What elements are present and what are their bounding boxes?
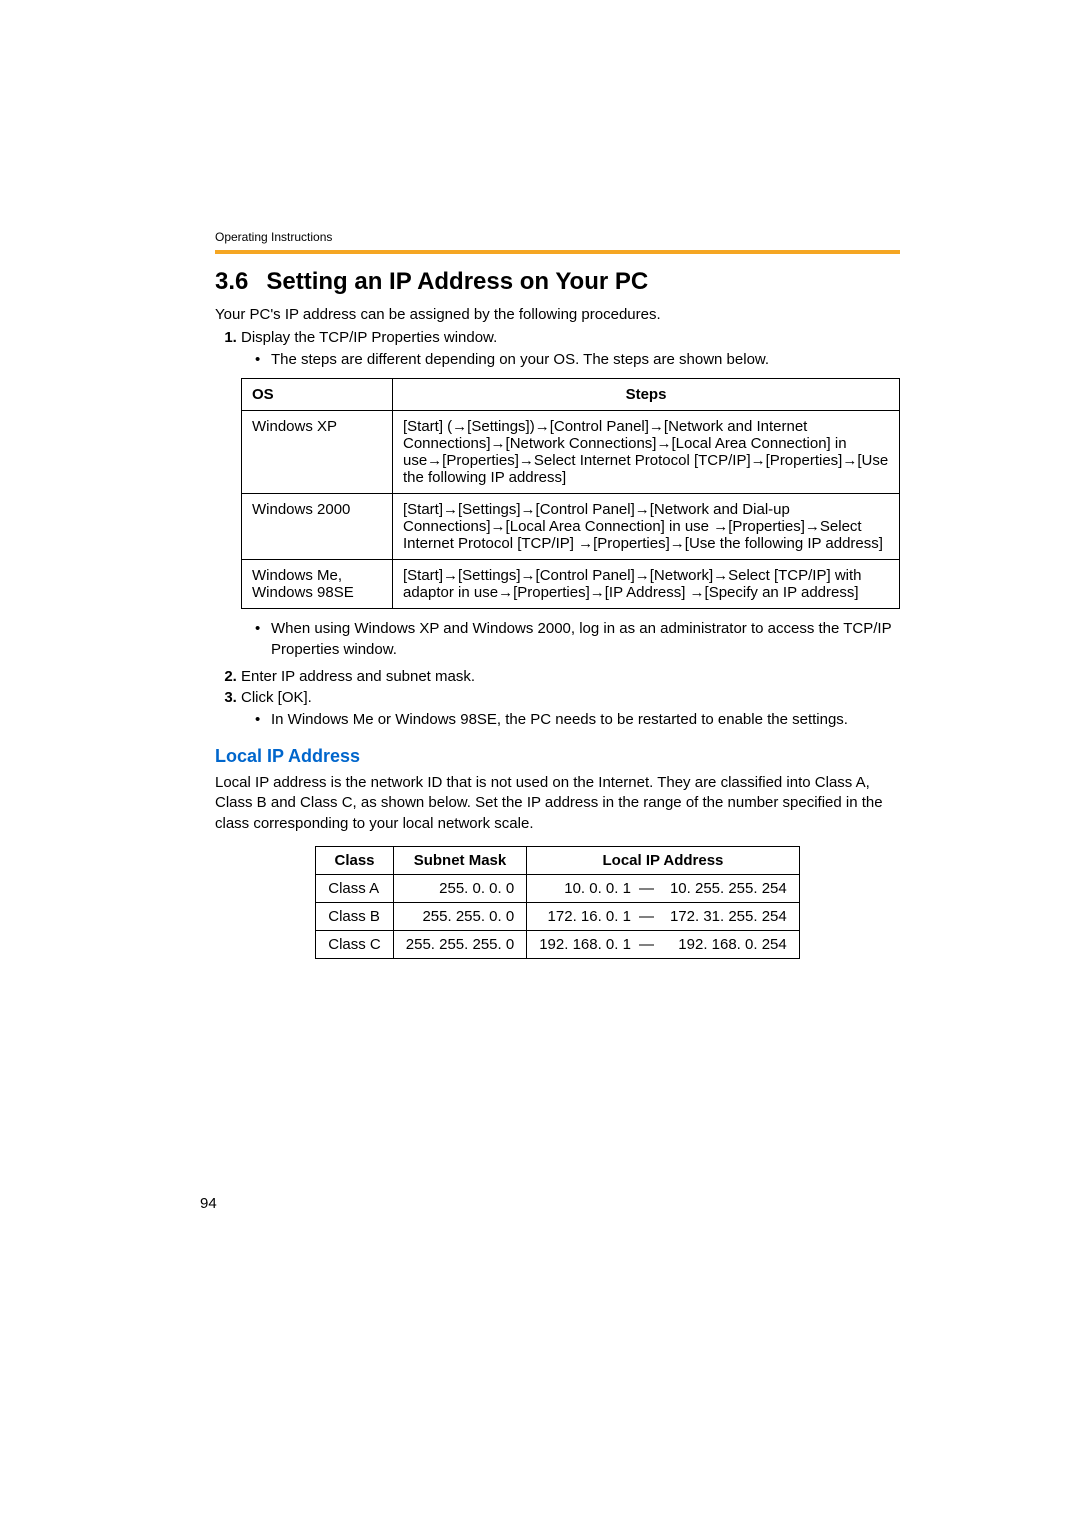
dash-cell: — [635, 874, 658, 902]
intro-paragraph: Your PC's IP address can be assigned by … [215, 306, 900, 323]
table-row: Windows 2000 [Start]→[Settings]→[Control… [242, 494, 900, 560]
procedure-step-3: Click [OK]. In Windows Me or Windows 98S… [241, 689, 900, 730]
page-number: 94 [200, 1195, 217, 1212]
table-header-row: Class Subnet Mask Local IP Address [316, 846, 799, 874]
step-3-text: Click [OK]. [241, 689, 312, 706]
ip-class-table: Class Subnet Mask Local IP Address Class… [315, 846, 799, 959]
steps-cell: [Start]→[Settings]→[Control Panel]→[Netw… [393, 560, 900, 609]
ip-start-cell: 10. 0. 0. 1 [527, 874, 635, 902]
dash-cell: — [635, 930, 658, 958]
table-row: Class B 255. 255. 0. 0 172. 16. 0. 1 — 1… [316, 902, 799, 930]
table-row: Windows Me, Windows 98SE [Start]→[Settin… [242, 560, 900, 609]
ip-end-cell: 192. 168. 0. 254 [658, 930, 799, 958]
subsection-heading: Local IP Address [215, 746, 900, 767]
step-1-bullets: The steps are different depending on you… [241, 350, 900, 370]
mask-cell: 255. 255. 255. 0 [393, 930, 526, 958]
steps-cell: [Start]→[Settings]→[Control Panel]→[Netw… [393, 494, 900, 560]
procedure-step-2: Enter IP address and subnet mask. [241, 668, 900, 685]
section-title-text: Setting an IP Address on Your PC [266, 268, 648, 295]
step-1-text: Display the TCP/IP Properties window. [241, 329, 497, 346]
step-3-bullet-1: In Windows Me or Windows 98SE, the PC ne… [271, 710, 900, 730]
table-header-row: OS Steps [242, 379, 900, 411]
table-row: Class C 255. 255. 255. 0 192. 168. 0. 1 … [316, 930, 799, 958]
mask-header: Subnet Mask [393, 846, 526, 874]
os-steps-table: OS Steps Windows XP [Start] (→[Settings]… [241, 378, 900, 609]
ip-start-cell: 172. 16. 0. 1 [527, 902, 635, 930]
step-1-bullet-1: The steps are different depending on you… [271, 350, 900, 370]
dash-cell: — [635, 902, 658, 930]
ip-start-cell: 192. 168. 0. 1 [527, 930, 635, 958]
table-row: Windows XP [Start] (→[Settings])→[Contro… [242, 411, 900, 494]
os-cell: Windows Me, Windows 98SE [242, 560, 393, 609]
running-header: Operating Instructions [215, 230, 900, 244]
local-ip-header: Local IP Address [527, 846, 800, 874]
procedure-list: Display the TCP/IP Properties window. Th… [215, 329, 900, 730]
os-cell: Windows 2000 [242, 494, 393, 560]
procedure-step-1: Display the TCP/IP Properties window. Th… [241, 329, 900, 660]
section-heading: 3.6 Setting an IP Address on Your PC [215, 268, 900, 296]
mask-cell: 255. 0. 0. 0 [393, 874, 526, 902]
mask-cell: 255. 255. 0. 0 [393, 902, 526, 930]
step-3-bullets: In Windows Me or Windows 98SE, the PC ne… [241, 710, 900, 730]
class-cell: Class B [316, 902, 394, 930]
class-cell: Class A [316, 874, 394, 902]
class-header: Class [316, 846, 394, 874]
table-row: Class A 255. 0. 0. 0 10. 0. 0. 1 — 10. 2… [316, 874, 799, 902]
steps-header: Steps [393, 379, 900, 411]
ip-end-cell: 172. 31. 255. 254 [658, 902, 799, 930]
ip-end-cell: 10. 255. 255. 254 [658, 874, 799, 902]
class-cell: Class C [316, 930, 394, 958]
section-number: 3.6 [215, 268, 248, 295]
os-cell: Windows XP [242, 411, 393, 494]
step-1-bullet-2: When using Windows XP and Windows 2000, … [271, 619, 900, 660]
steps-cell: [Start] (→[Settings])→[Control Panel]→[N… [393, 411, 900, 494]
step-1-bullets-after: When using Windows XP and Windows 2000, … [241, 619, 900, 660]
subsection-body: Local IP address is the network ID that … [215, 773, 900, 834]
orange-divider [215, 250, 900, 254]
os-header: OS [242, 379, 393, 411]
